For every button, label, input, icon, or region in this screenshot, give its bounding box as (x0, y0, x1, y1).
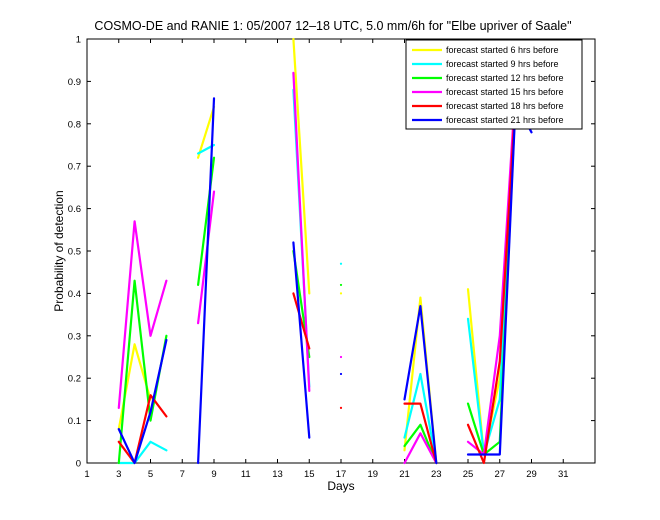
legend-label: forecast started 18 hrs before (446, 101, 564, 111)
x-tick-label: 7 (180, 469, 185, 480)
x-tick-label: 29 (526, 469, 537, 480)
y-axis-label: Probability of detection (52, 190, 66, 311)
y-tick-label: 0.7 (68, 162, 81, 173)
series-point (339, 283, 343, 287)
y-tick-label: 0.8 (68, 119, 81, 130)
x-tick-label: 23 (431, 469, 442, 480)
x-tick-label: 21 (399, 469, 410, 480)
series-line (197, 105, 216, 159)
series-line (403, 402, 438, 465)
legend-label: forecast started 15 hrs before (446, 87, 564, 97)
series-point (339, 406, 343, 409)
x-tick-label: 13 (272, 469, 283, 480)
y-tick-label: 0.1 (68, 416, 81, 427)
legend-box (405, 39, 583, 130)
legend: forecast started 6 hrs before forecast st… (405, 39, 583, 130)
series-line (403, 423, 438, 465)
series-point (339, 292, 343, 295)
series-line (292, 292, 311, 350)
y-tick-label: 0.5 (68, 247, 81, 258)
x-tick-label: 15 (304, 469, 315, 480)
legend-label: forecast started 12 hrs before (446, 73, 564, 83)
series-line (117, 440, 168, 465)
x-tick-label: 11 (241, 469, 251, 480)
series-line (403, 305, 438, 465)
series-point (339, 262, 343, 265)
y-tick-label: 0.2 (68, 374, 81, 385)
series-point (339, 355, 343, 359)
series-line (117, 338, 168, 465)
series-point (339, 372, 343, 376)
plot-series (117, 37, 533, 465)
series-line (117, 394, 168, 465)
y-tick-label: 0.6 (68, 204, 81, 215)
x-tick-label: 17 (336, 469, 347, 480)
x-tick-label: 3 (116, 469, 121, 480)
y-tick-label: 0.3 (68, 331, 81, 342)
series-line (292, 241, 311, 439)
x-tick-label: 1 (84, 469, 89, 480)
series-line (292, 37, 311, 295)
series-line (403, 372, 438, 465)
series-line (403, 432, 438, 465)
x-tick-label: 5 (148, 469, 153, 480)
y-tick-label: 1 (76, 35, 81, 46)
legend-label: forecast started 21 hrs before (446, 115, 564, 125)
x-tick-label: 19 (367, 469, 378, 480)
legend-label: forecast started 9 hrs before (446, 59, 559, 69)
series-line (197, 97, 216, 465)
x-tick-label: 25 (463, 469, 474, 480)
x-tick-label: 9 (211, 469, 216, 480)
y-tick-label: 0 (76, 459, 81, 470)
axes: 1 3 5 7 9 11 13 15 17 19 21 23 25 27 29 3100.10.20.30.4… (68, 35, 596, 480)
x-tick-label: 31 (558, 469, 569, 480)
series-line (117, 220, 168, 409)
legend-label: forecast started 6 hrs before (446, 45, 559, 55)
y-tick-label: 0.9 (68, 77, 81, 88)
y-tick-label: 0.4 (68, 289, 81, 300)
chart-title: COSMO-DE and RANIE 1: 05/2007 12–18 UTC,… (94, 19, 571, 33)
x-tick-label: 27 (494, 469, 505, 480)
x-axis-label: Days (327, 479, 354, 493)
